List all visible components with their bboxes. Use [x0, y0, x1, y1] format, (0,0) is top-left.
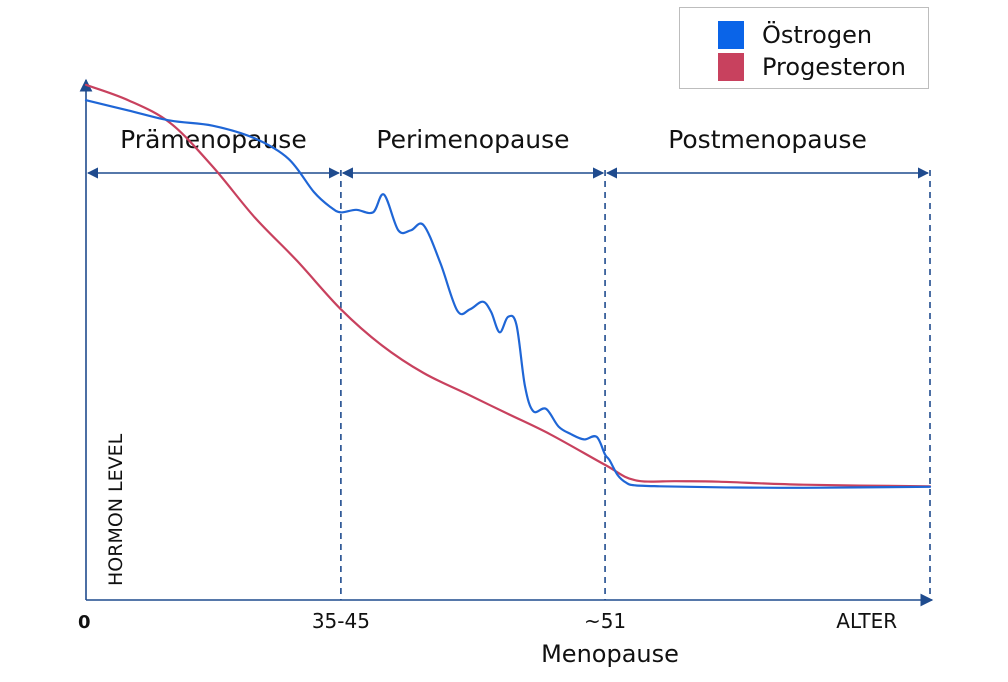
- phase-bands: Prämenopause Perimenopause Postmenopause: [86, 125, 931, 600]
- legend-label-progesterone: Progesteron: [762, 53, 906, 81]
- legend-label-estrogen: Östrogen: [762, 21, 873, 49]
- phase-label: Prämenopause: [120, 125, 307, 154]
- phase-label: Perimenopause: [376, 125, 569, 154]
- x-axis-label: Menopause: [541, 640, 679, 668]
- legend-swatch-progesterone: [718, 53, 744, 81]
- x-tick-label: ~51: [584, 609, 626, 633]
- progesterone-line: [84, 83, 932, 488]
- estrogen-line: [84, 99, 932, 489]
- legend-item-estrogen: Östrogen: [718, 21, 872, 49]
- x-tick-labels: 0 35-45 ~51 ALTER: [78, 609, 897, 633]
- x-tick-label: 35-45: [312, 609, 370, 633]
- x-tick-label: 0: [78, 612, 91, 633]
- series-lines: [84, 83, 932, 489]
- axes: [79, 78, 934, 607]
- legend-swatch-estrogen: [718, 21, 744, 49]
- legend: Östrogen Progesteron: [679, 7, 929, 89]
- y-axis-label: HORMON LEVEL: [105, 433, 127, 586]
- x-tick-label: ALTER: [836, 609, 897, 633]
- phase-label: Postmenopause: [668, 125, 867, 154]
- legend-item-progesterone: Progesteron: [718, 53, 906, 81]
